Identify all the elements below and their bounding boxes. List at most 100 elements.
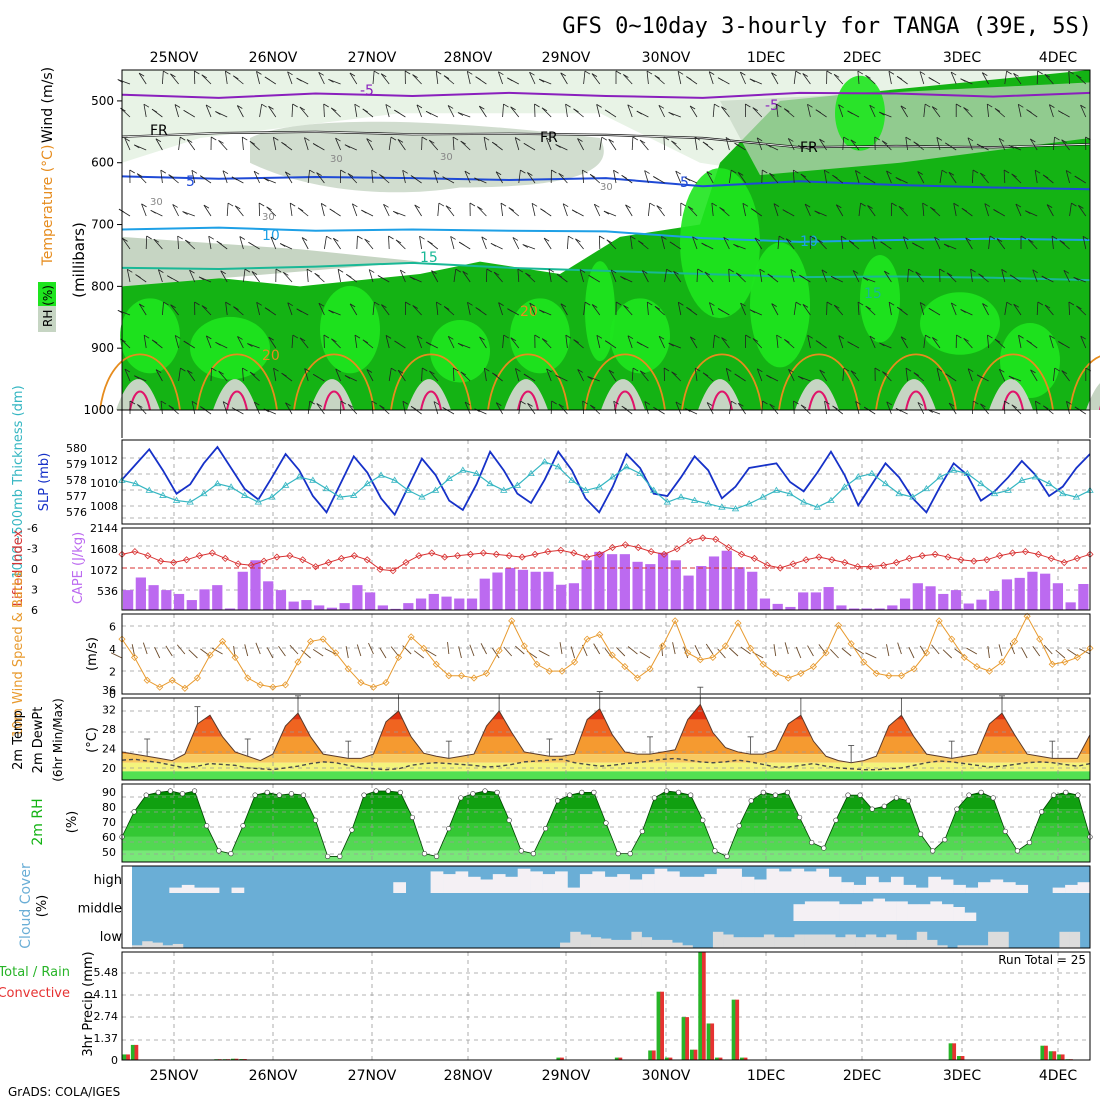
cloud-high-bar [567,887,581,893]
wind-barb [560,303,568,316]
wind-barb-flag [865,74,871,79]
wind-barb [644,170,649,184]
wind-barb [886,170,892,184]
wind-barb-flag [830,275,837,280]
wind-barb [335,137,341,151]
rh-marker [700,817,706,823]
wind-barb-flag [814,210,820,215]
cloud-middle-bar [816,901,828,921]
wind-barb [711,203,714,217]
precip-convective-bar [685,1017,690,1060]
wind-barb-flag [503,334,509,339]
wind-barb-flag [802,73,808,77]
lifted-index-marker [518,553,526,561]
wind-barb [397,139,406,151]
rh-marker [1075,792,1081,798]
wind-barb-flag [905,367,912,372]
wind-barb [1001,269,1006,283]
wind-barb-flag [1006,301,1013,306]
cloud-low-bar [172,943,184,948]
wind-barb-flag [218,370,224,375]
wind-barb [1053,137,1055,151]
wind-barb [445,205,455,217]
wind-barb [931,106,941,118]
wind-barb-flag [955,103,962,108]
wind-barb [639,370,649,382]
wind-barb [565,335,568,349]
cloud-high-bar [878,882,892,893]
wind-barb [256,302,260,316]
cloud-high-bar [530,871,543,893]
bottom-date-label: 27NOV [348,1068,397,1084]
thickness-marker [200,489,208,497]
cloud-high-bar [1077,882,1091,893]
wind-barb-10m [538,650,550,657]
wind-barb [510,106,520,118]
lifted-index-marker [867,563,875,571]
lifted-index-marker [892,558,900,567]
wind-barb [138,72,147,85]
wind-barb [541,338,552,349]
wind-barb-flag [498,71,504,76]
cloud-middle-bar [907,904,920,921]
wind-barb-flag [457,112,464,116]
wind-barb-flag [886,170,892,175]
wind-barb [804,203,811,217]
rh-marker [228,851,234,857]
rh-marker [542,825,549,832]
wind-barb [291,103,294,118]
wind-barb-10m [728,647,739,657]
wind-barb-flag [452,136,459,141]
wind-barb-flag [620,276,626,280]
cloud-high-bar [443,874,456,893]
cloud-low-bar [743,937,754,948]
bottom-date-label: 30NOV [642,1068,691,1084]
wind-barb [807,335,811,349]
wind-barb-flag [623,74,629,78]
cloud-high-bar [766,868,780,893]
wind-barb [629,236,633,250]
wind-barb [883,270,892,283]
wind-barb-10m [717,648,726,659]
wind-barb [301,237,309,250]
wind-barb-flag [347,173,354,177]
pressure-axis-label: (millibars) [70,222,88,298]
wind-barb-flag [249,371,256,376]
wind-speed-marker [332,649,340,657]
wind-barb [950,302,957,316]
cape-bar [365,592,376,610]
wind-barb-flag [548,268,555,273]
precip-total-bar [1040,1045,1045,1060]
wind-barb [587,376,600,382]
wind-barb-flag [301,237,308,241]
wind-barb-flag [623,304,629,309]
wind-barb-flag [215,111,221,115]
wind-barb [800,173,811,184]
thickness-marker [513,481,522,488]
wind-barb [984,203,989,217]
wind-barb-flag [898,205,905,210]
wind-barb [117,79,131,85]
wind-barb [412,74,422,85]
wind-barb-flag [734,373,740,378]
wind-barb-flag [807,334,813,339]
wind-barb-flag [961,208,968,212]
wind-speed-marker [646,665,654,673]
wind-barb [385,104,390,118]
precip-convective-bar [952,1043,957,1060]
wind-barb-flag [590,404,596,409]
cape-bar [823,587,834,610]
pressure-tick-label: 600 [91,156,114,170]
cape-bar [403,603,414,610]
wind-barb-flag [701,242,707,247]
wind-barb-flag [185,239,191,244]
wind-barb-flag [571,209,578,214]
cape-bar [708,556,720,610]
wind-barb-10m [818,644,827,655]
wind-barb-flag [203,204,210,209]
wind-barb-flag [211,367,217,372]
wind-barb-flag [172,204,178,208]
wind-speed-marker [998,658,1006,666]
wind-barb-flag [312,143,319,147]
